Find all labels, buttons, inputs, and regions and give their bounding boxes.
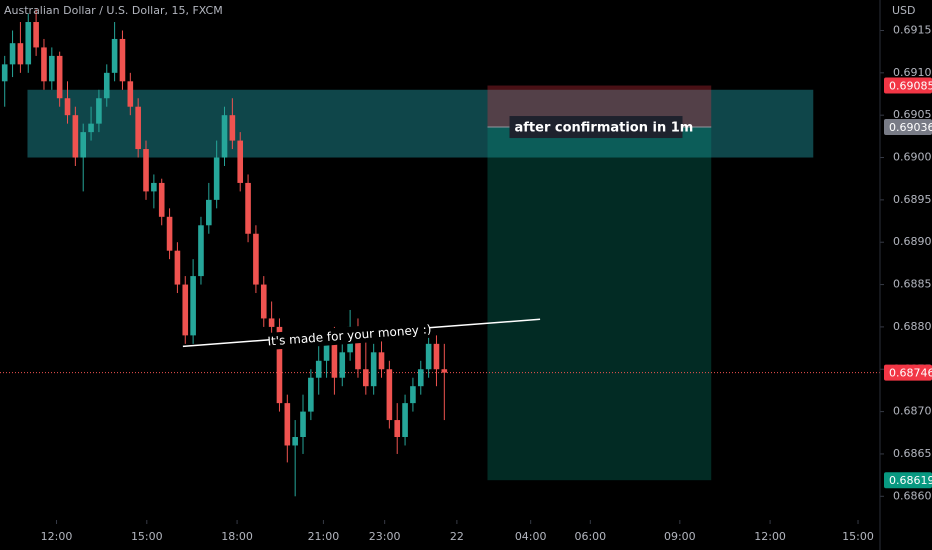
candle-body (41, 47, 47, 82)
candle-body (151, 182, 157, 192)
candle-body (213, 157, 220, 200)
candle-body (88, 123, 94, 133)
candle-body (103, 72, 110, 99)
candle-body (355, 326, 361, 370)
candle-body (386, 369, 393, 421)
x-tick-label: 23:00 (369, 530, 401, 543)
candle-body (331, 343, 338, 378)
last-price-tag: 0.68746 (889, 367, 932, 380)
chart-title: Australian Dollar / U.S. Dollar, 15, FXC… (4, 4, 223, 17)
target-price-tag-bg (884, 472, 932, 489)
candle-body (17, 43, 24, 65)
candle-body (56, 55, 63, 99)
last-price-tag-bg (884, 364, 932, 381)
candle-body (425, 343, 432, 370)
candle-body (229, 115, 236, 141)
candle-body (410, 386, 416, 404)
currency-label: USD (892, 4, 916, 17)
candle-body (72, 115, 79, 158)
x-tick-label: 15:00 (842, 530, 874, 543)
candle-body (198, 225, 204, 277)
candle-body (308, 377, 314, 412)
target-area (487, 127, 712, 481)
candle-body (292, 437, 298, 446)
candle-body (363, 369, 369, 387)
candle-body (119, 38, 126, 82)
candle-body (370, 352, 377, 387)
candle-body (253, 233, 259, 285)
candle-body (417, 369, 424, 387)
stop-price-tag: 0.69085 (889, 80, 932, 93)
candle-body (64, 98, 71, 116)
x-tick-label: 04:00 (515, 530, 547, 543)
x-tick-label: 21:00 (308, 530, 340, 543)
candle-body (260, 284, 267, 319)
entry-price-tag: 0.69036 (889, 121, 932, 134)
candle-body (135, 106, 141, 150)
candle-body (49, 55, 55, 82)
candle-body (127, 81, 134, 107)
trendline-label-bg (269, 320, 430, 350)
candle-body (174, 250, 181, 285)
candle-body (245, 182, 251, 234)
candle-body (111, 38, 118, 73)
candle-body (190, 276, 196, 336)
candle-body (237, 140, 244, 183)
entry-price-tag-bg (884, 119, 932, 136)
candle-body (1, 64, 8, 82)
x-tick-label: 12:00 (754, 530, 786, 543)
candle-body (300, 411, 306, 438)
candle-body (80, 132, 87, 158)
candle-body (158, 182, 165, 217)
candle-body (339, 352, 346, 378)
x-tick-label: 09:00 (664, 530, 696, 543)
candle-body (441, 369, 448, 373)
candle-body (402, 403, 408, 438)
candle-body (33, 22, 39, 48)
x-tick-label: 06:00 (574, 530, 606, 543)
candle-body (143, 149, 149, 192)
note-text: after confirmation in 1m (514, 121, 693, 136)
candle-body (378, 352, 385, 370)
stop-price-tag-bg (884, 77, 932, 94)
x-tick-label: 12:00 (41, 530, 73, 543)
candle-body (433, 343, 440, 370)
candle-body (284, 403, 291, 446)
candle-body (182, 284, 189, 336)
candle-body (221, 115, 228, 158)
x-tick-label: 22 (450, 530, 464, 543)
candle-body (323, 343, 330, 361)
candle-body (268, 318, 275, 327)
target-price-tag: 0.68619 (889, 474, 932, 487)
candle-body (96, 98, 102, 124)
candle-body (276, 326, 283, 404)
candle-body (9, 43, 16, 65)
y-tick-label: 0.68600 (893, 489, 932, 502)
candle-body (166, 216, 173, 251)
candle-body (25, 22, 32, 65)
candle-body (394, 420, 401, 438)
note-bg (509, 116, 683, 139)
x-tick-label: 18:00 (221, 530, 253, 543)
candle-body (206, 199, 212, 226)
x-tick-label: 15:00 (131, 530, 163, 543)
candle-body (315, 360, 322, 378)
